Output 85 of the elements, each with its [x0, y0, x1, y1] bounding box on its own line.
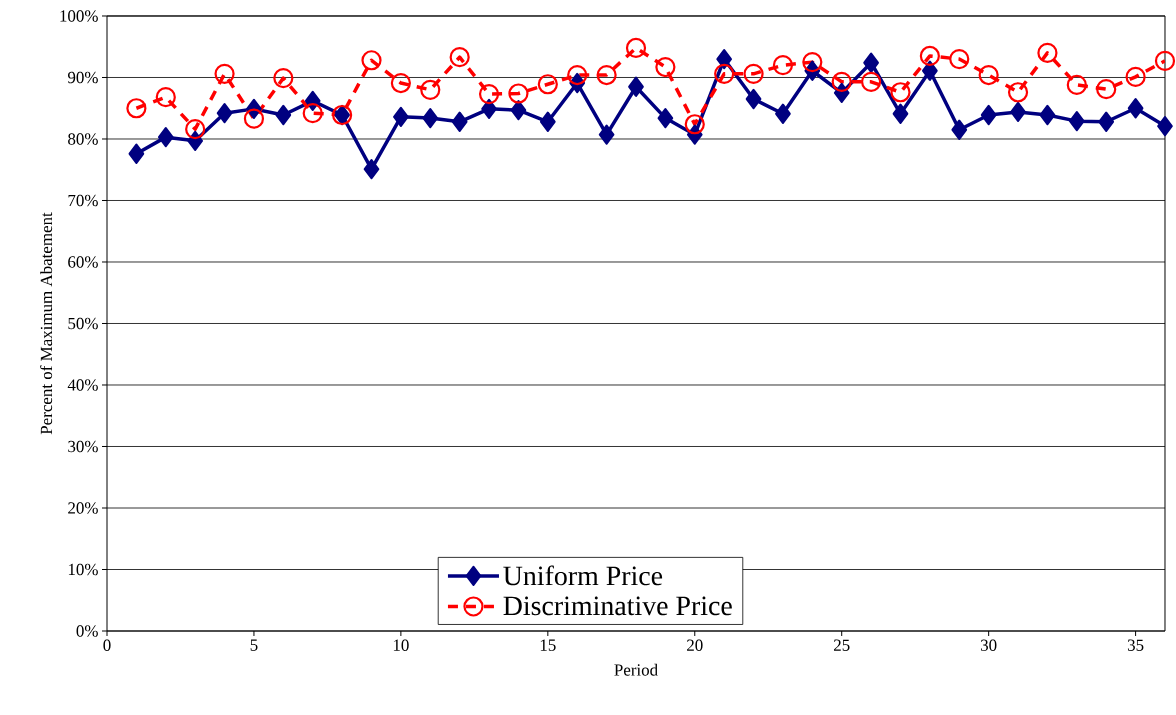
point [598, 124, 615, 145]
point [1157, 115, 1173, 137]
point [539, 111, 556, 132]
point [1066, 74, 1087, 95]
y-tick-label: 0% [76, 625, 98, 637]
point [743, 63, 764, 84]
point [949, 48, 970, 70]
point [567, 64, 588, 86]
point [510, 99, 527, 121]
point [243, 108, 265, 129]
point [273, 68, 294, 89]
point [1127, 98, 1144, 119]
x-axis-title: Period [614, 663, 658, 676]
point [449, 47, 470, 68]
point [684, 114, 705, 135]
point [451, 111, 468, 132]
point [1096, 79, 1117, 100]
x-tick-label: 5 [250, 639, 258, 651]
x-tick-label: 0 [103, 639, 111, 651]
x-tick-label: 20 [687, 639, 703, 651]
point [951, 119, 968, 140]
legend-label: Discriminative Price [503, 596, 732, 616]
y-tick-label: 20% [68, 502, 98, 514]
point [216, 103, 233, 124]
y-tick-label: 70% [68, 194, 98, 207]
x-tick-label: 30 [981, 639, 997, 651]
y-tick-label: 30% [68, 440, 98, 453]
point [361, 50, 382, 71]
point [1154, 50, 1176, 71]
point [185, 119, 206, 140]
point [978, 64, 999, 86]
point [919, 45, 940, 67]
point [422, 107, 439, 129]
point [831, 71, 852, 92]
point [275, 104, 292, 126]
point [596, 64, 617, 86]
point [363, 159, 380, 180]
point [772, 55, 794, 76]
point [625, 37, 647, 59]
point [481, 98, 497, 119]
point [1007, 82, 1029, 103]
point [155, 87, 176, 108]
point [508, 83, 529, 104]
y-axis-title: Percent of Maximum Abatement [40, 212, 53, 435]
point [657, 107, 674, 129]
point [1037, 42, 1058, 63]
point [537, 74, 558, 95]
y-tick-label: 90% [67, 71, 98, 84]
point [126, 98, 147, 119]
point [714, 63, 735, 84]
point [214, 63, 235, 84]
y-tick-label: 60% [68, 256, 98, 268]
y-tick-label: 100% [60, 10, 98, 22]
point [393, 106, 409, 127]
point [775, 103, 791, 124]
x-tick-label: 35 [1127, 639, 1144, 651]
x-tick-label: 25 [833, 639, 850, 651]
point [980, 104, 997, 126]
x-tick-label: 15 [540, 639, 556, 651]
y-tick-label: 10% [68, 563, 98, 576]
point [1098, 111, 1115, 132]
point [802, 52, 823, 73]
point [478, 84, 500, 105]
point [745, 88, 762, 110]
point [890, 82, 911, 103]
point [655, 56, 676, 78]
y-tick-label: 40% [67, 379, 98, 391]
point [863, 52, 879, 73]
point [1010, 101, 1026, 123]
point [861, 71, 882, 92]
y-tick-label: 80% [68, 133, 98, 145]
x-tick-label: 10 [393, 639, 409, 651]
point [892, 103, 909, 124]
y-tick-label: 50% [68, 317, 98, 330]
point [128, 143, 145, 164]
point [628, 76, 644, 97]
point [1125, 66, 1146, 87]
point [390, 72, 411, 94]
point [716, 48, 733, 70]
point [1068, 111, 1085, 132]
point [302, 103, 323, 124]
point [157, 127, 174, 148]
point [1039, 104, 1056, 126]
legend-label: Uniform Price [503, 565, 663, 586]
point [420, 79, 441, 100]
